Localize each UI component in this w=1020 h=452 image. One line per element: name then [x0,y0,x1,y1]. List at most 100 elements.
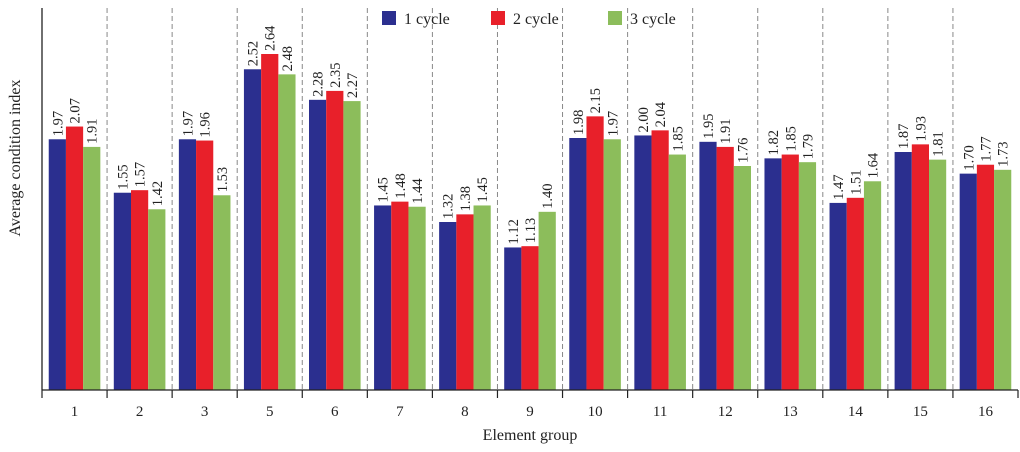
data-label: 2.64 [263,25,279,51]
data-label: 1.32 [441,194,457,219]
legend-label: 3 cycle [630,11,676,28]
data-label: 1.87 [896,124,912,149]
data-label: 1.98 [571,110,587,135]
bar [929,159,947,390]
data-label: 1.45 [376,177,392,202]
data-label: 1.42 [150,181,166,206]
bar [113,192,131,390]
bar [48,139,66,390]
x-tick-label: 15 [913,404,928,420]
bar [634,135,652,390]
data-label: 1.93 [913,116,929,141]
bar [343,101,361,390]
data-label: 1.97 [180,111,196,136]
bar [131,190,149,390]
data-label: 1.81 [931,131,947,156]
bar [894,152,912,390]
data-label: 2.35 [328,63,344,88]
bar [261,54,279,390]
bar [959,173,977,390]
x-tick-label: 12 [718,404,733,420]
bar [798,162,817,390]
x-tick-label: 6 [331,404,339,420]
bar [243,69,262,390]
axes [41,8,1018,391]
data-label: 1.82 [766,130,782,155]
x-tick-label: 13 [783,404,798,420]
data-labels: 1.972.071.911.55 1.571.421.97 1.961.532.52… [50,25,1011,245]
data-label: 1.95 [701,113,717,138]
bar [764,158,782,390]
data-label: 1.45 [475,177,491,202]
bar [569,138,587,390]
data-label: 1.51 [848,169,864,194]
bar [603,139,621,390]
bar [326,90,344,390]
bar [473,205,491,390]
bar [538,211,556,390]
data-label: 2.04 [653,101,669,127]
bars [48,54,1012,391]
data-label: 2.28 [311,71,327,96]
x-tick-label: 14 [848,404,864,420]
bar [699,141,717,390]
bar [196,140,214,390]
x-tick-label: 3 [201,404,209,420]
data-label: 1.48 [393,173,409,198]
data-label: 2.27 [345,73,361,98]
bar [391,201,409,390]
bar [456,214,474,390]
bar [148,209,166,390]
data-label: 1.73 [996,141,1012,166]
bar [651,130,669,390]
data-label: 1.40 [540,183,556,208]
bar [178,139,197,390]
x-tick-label: 5 [266,404,274,420]
x-tick-label: 1 [71,404,79,420]
data-label: 1.12 [506,219,522,244]
legend-swatch [491,11,505,25]
data-label: 1.13 [523,218,539,243]
x-tick-label: 8 [461,404,469,420]
bar [374,205,392,390]
x-tick-label: 16 [978,404,994,420]
x-tick-label: 11 [653,404,667,420]
data-label: 1.85 [783,126,799,151]
data-label: 1.91 [85,119,101,144]
bar [65,126,84,390]
x-axis-ticks: 1 2 3 5 6 7 8 9 10 11 12 13 14 15 16 [41,390,1019,420]
bar [781,154,799,390]
data-label: 2.52 [246,41,262,66]
data-label: 2.48 [280,46,296,71]
bar [716,146,734,390]
bar [829,202,847,390]
legend-label: 1 cycle [404,11,450,28]
legend-swatch [608,11,622,25]
x-axis-title: Element group [483,427,578,444]
bar [846,197,864,390]
bar [83,146,101,390]
bar [976,164,995,390]
x-tick-label: 2 [136,404,144,420]
bar [586,116,604,390]
bar [863,181,882,390]
data-label: 1.70 [961,145,977,170]
data-label: 1.47 [831,175,847,200]
data-label: 1.77 [978,136,994,161]
data-label: 2.07 [68,98,84,123]
bar [309,99,327,391]
y-axis-title: Average condition index [7,80,24,237]
bar [504,247,522,390]
bar [439,222,457,390]
bar [994,169,1012,390]
bar [911,144,929,390]
data-label: 1.76 [735,138,751,163]
bar [668,154,686,390]
data-label: 1.57 [133,162,149,187]
bar [278,74,296,390]
x-tick-label: 10 [588,404,603,420]
data-label: 1.91 [718,119,734,144]
data-label: 1.55 [115,164,131,189]
